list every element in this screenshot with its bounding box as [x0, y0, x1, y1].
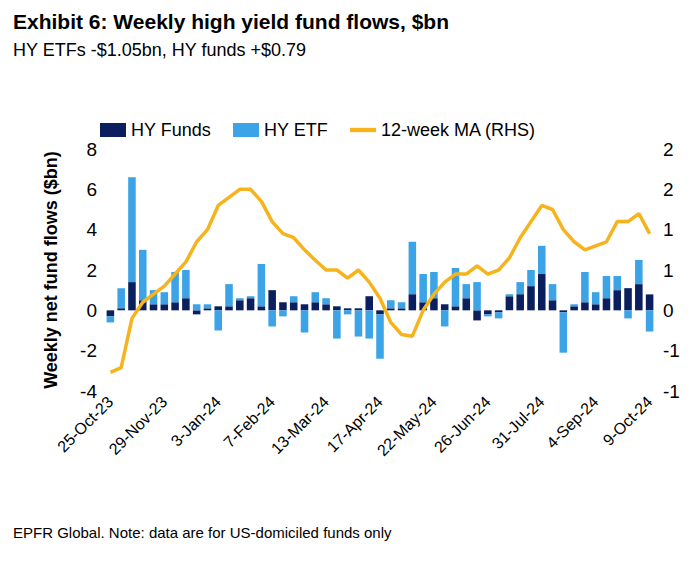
svg-text:7-Feb-24: 7-Feb-24 [220, 393, 279, 451]
svg-text:Exhibit 6: Weekly high yield f: Exhibit 6: Weekly high yield fund flows,… [13, 10, 449, 33]
svg-text:26-Jun-24: 26-Jun-24 [431, 393, 494, 456]
svg-text:1: 1 [663, 260, 674, 281]
svg-text:31-Jul-24: 31-Jul-24 [489, 393, 548, 452]
svg-text:4-Sep-24: 4-Sep-24 [543, 393, 602, 452]
svg-text:Weekly net fund flows ($bn): Weekly net fund flows ($bn) [41, 151, 61, 389]
svg-text:2: 2 [663, 179, 674, 200]
svg-text:0: 0 [663, 300, 674, 321]
svg-text:0: 0 [86, 300, 97, 321]
svg-text:2: 2 [86, 260, 97, 281]
svg-text:-1: -1 [663, 340, 680, 361]
svg-text:HY ETF: HY ETF [264, 120, 328, 140]
svg-text:-4: -4 [80, 381, 97, 402]
svg-text:13-Mar-24: 13-Mar-24 [268, 393, 332, 457]
svg-text:3-Jan-24: 3-Jan-24 [168, 393, 225, 450]
svg-text:9-Oct-24: 9-Oct-24 [600, 393, 656, 449]
svg-text:25-Oct-23: 25-Oct-23 [54, 393, 117, 456]
svg-text:HY ETFs -$1.05bn, HY funds +$0: HY ETFs -$1.05bn, HY funds +$0.79 [13, 40, 306, 60]
svg-text:6: 6 [86, 179, 97, 200]
svg-text:17-Apr-24: 17-Apr-24 [323, 393, 386, 456]
svg-text:-1: -1 [663, 381, 680, 402]
svg-text:29-Nov-23: 29-Nov-23 [106, 393, 171, 458]
svg-text:12-week MA (RHS): 12-week MA (RHS) [381, 120, 535, 140]
svg-text:4: 4 [86, 219, 97, 240]
svg-text:22-May-24: 22-May-24 [374, 393, 440, 459]
svg-text:HY Funds: HY Funds [131, 120, 211, 140]
svg-text:EPFR Global. Note: data are fo: EPFR Global. Note: data are for US-domic… [13, 524, 392, 541]
svg-text:-2: -2 [80, 340, 97, 361]
svg-text:8: 8 [86, 139, 97, 160]
svg-text:2: 2 [663, 139, 674, 160]
svg-text:1: 1 [663, 219, 674, 240]
